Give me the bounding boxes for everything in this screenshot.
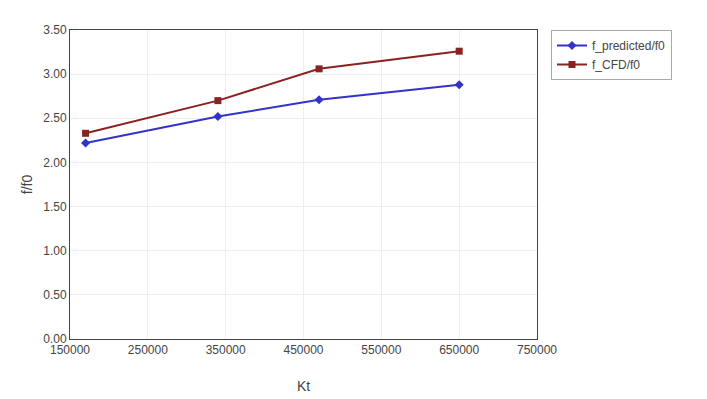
svg-text:1.00: 1.00: [43, 244, 67, 258]
svg-text:f_CFD/f0: f_CFD/f0: [592, 58, 640, 72]
svg-text:f_predicted/f0: f_predicted/f0: [592, 39, 665, 53]
svg-text:1.50: 1.50: [43, 200, 67, 214]
svg-text:550000: 550000: [361, 343, 401, 357]
svg-text:2.00: 2.00: [43, 156, 67, 170]
svg-text:3.00: 3.00: [43, 67, 67, 81]
svg-text:2.50: 2.50: [43, 111, 67, 125]
svg-text:Kt: Kt: [297, 378, 310, 394]
svg-text:3.50: 3.50: [43, 23, 67, 37]
svg-text:750000: 750000: [517, 343, 557, 357]
svg-text:f/f0: f/f0: [19, 175, 35, 195]
svg-text:150000: 150000: [50, 343, 90, 357]
svg-text:450000: 450000: [283, 343, 323, 357]
svg-text:250000: 250000: [128, 343, 168, 357]
svg-text:0.50: 0.50: [43, 288, 67, 302]
svg-text:0.00: 0.00: [43, 332, 67, 346]
svg-text:650000: 650000: [439, 343, 479, 357]
svg-text:350000: 350000: [206, 343, 246, 357]
